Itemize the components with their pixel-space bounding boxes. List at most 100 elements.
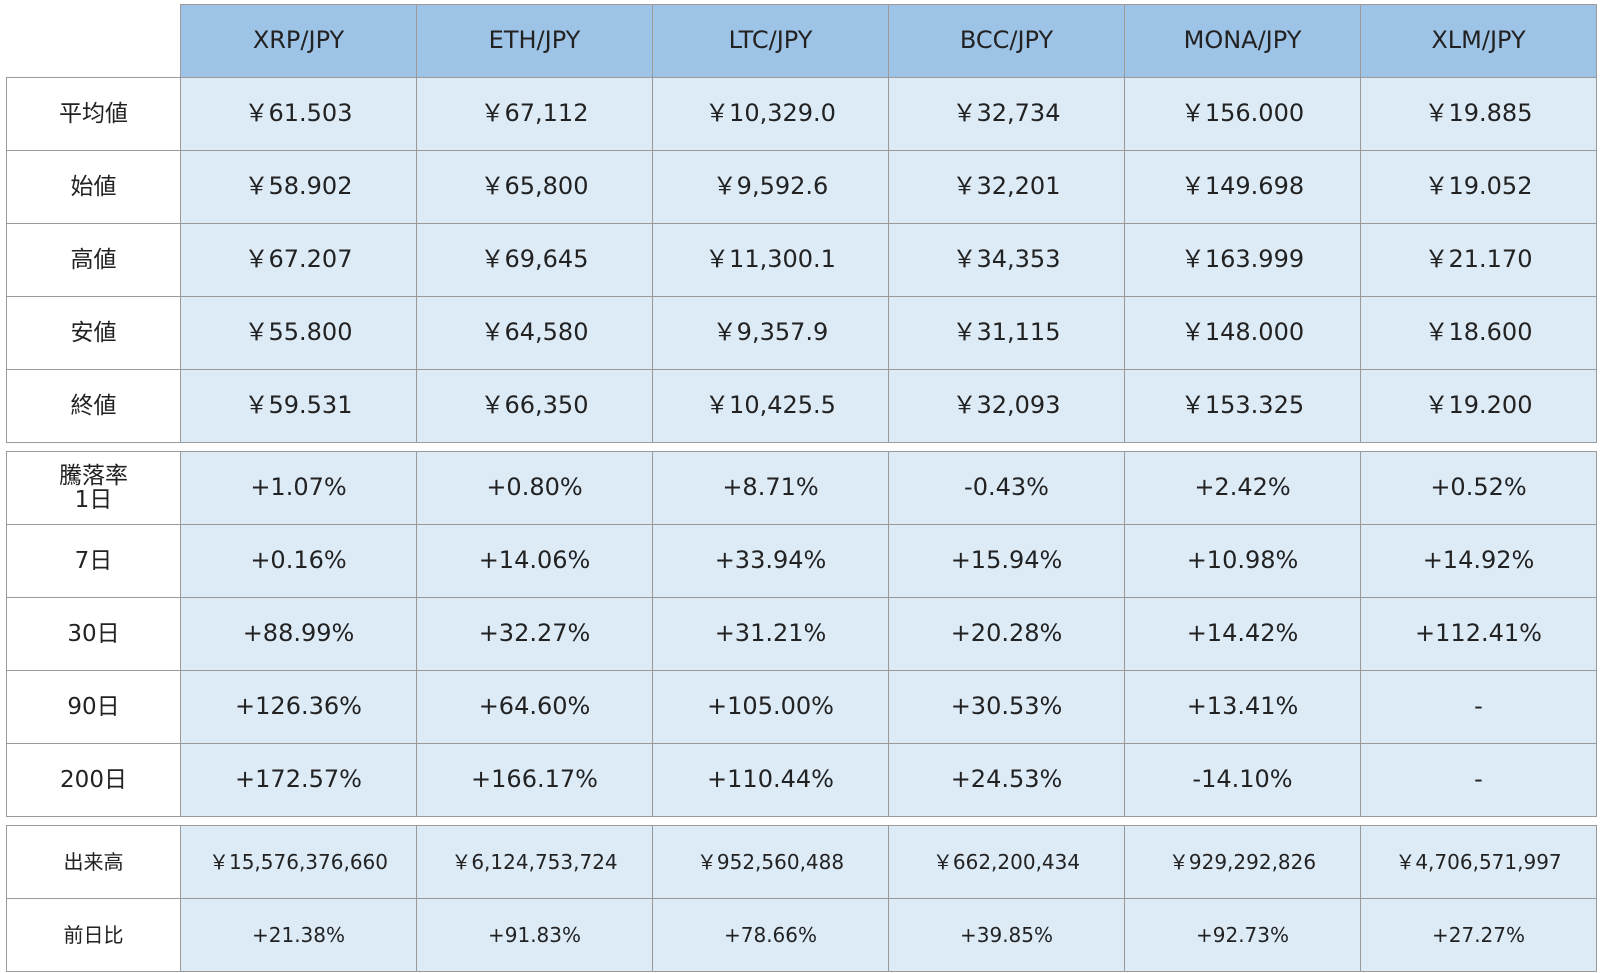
- cell-text: +15.94%: [950, 546, 1063, 575]
- cell-text: ￥929,292,826: [1168, 849, 1317, 874]
- data-cell: +172.57%: [180, 743, 417, 817]
- cell-text: ￥32,734: [952, 99, 1061, 128]
- column-header: XLM/JPY: [1360, 4, 1597, 78]
- data-cell: ￥11,300.1: [652, 223, 889, 297]
- cell-text: 高値: [70, 246, 117, 273]
- cell-text: ￥11,300.1: [705, 245, 836, 274]
- cell-text: +0.52%: [1430, 473, 1527, 502]
- cell-text: +112.41%: [1415, 619, 1542, 648]
- column-header: XRP/JPY: [180, 4, 417, 78]
- cell-text: ￥66,350: [480, 391, 589, 420]
- data-cell: +64.60%: [416, 670, 653, 744]
- cell-text: 安値: [70, 319, 117, 346]
- cell-text: ￥65,800: [480, 172, 589, 201]
- data-cell: ￥9,357.9: [652, 296, 889, 370]
- data-cell: +14.06%: [416, 524, 653, 598]
- cell-text: 30日: [67, 620, 120, 647]
- data-cell: +39.85%: [888, 898, 1125, 972]
- cell-text: ￥19.885: [1424, 99, 1533, 128]
- cell-text: +64.60%: [478, 692, 591, 721]
- data-cell: +14.42%: [1124, 597, 1361, 671]
- cell-text: +91.83%: [487, 922, 582, 947]
- cell-text: ￥149.698: [1180, 172, 1305, 201]
- data-cell: +2.42%: [1124, 451, 1361, 525]
- cell-text: MONA/JPY: [1183, 26, 1302, 55]
- cell-text: +32.27%: [478, 619, 591, 648]
- data-cell: ￥21.170: [1360, 223, 1597, 297]
- data-cell: +92.73%: [1124, 898, 1361, 972]
- column-header: ETH/JPY: [416, 4, 653, 78]
- data-cell: +10.98%: [1124, 524, 1361, 598]
- row-label: 始値: [6, 150, 181, 224]
- cell-text: ￥9,592.6: [712, 172, 829, 201]
- cell-text: XRP/JPY: [252, 26, 345, 55]
- data-cell: ￥55.800: [180, 296, 417, 370]
- cell-text: -: [1474, 692, 1483, 721]
- cell-text: ￥148.000: [1180, 318, 1305, 347]
- data-cell: ￥153.325: [1124, 369, 1361, 443]
- data-cell: +13.41%: [1124, 670, 1361, 744]
- data-cell: +105.00%: [652, 670, 889, 744]
- cell-text: ￥153.325: [1180, 391, 1305, 420]
- cell-text: ￥163.999: [1180, 245, 1305, 274]
- cell-text: ￥6,124,753,724: [451, 849, 618, 874]
- data-cell: ￥67,112: [416, 77, 653, 151]
- data-cell: +1.07%: [180, 451, 417, 525]
- data-cell: +32.27%: [416, 597, 653, 671]
- data-cell: ￥69,645: [416, 223, 653, 297]
- column-header: BCC/JPY: [888, 4, 1125, 78]
- data-cell: +31.21%: [652, 597, 889, 671]
- cell-text: 7日: [74, 547, 113, 574]
- cell-text: +78.66%: [723, 922, 818, 947]
- cell-text: ￥662,200,434: [932, 849, 1081, 874]
- cell-text: +21.38%: [251, 922, 346, 947]
- data-cell: +24.53%: [888, 743, 1125, 817]
- cell-text: +2.42%: [1194, 473, 1291, 502]
- cell-text: ETH/JPY: [488, 26, 581, 55]
- cell-text: ￥21.170: [1424, 245, 1533, 274]
- data-cell: ￥31,115: [888, 296, 1125, 370]
- data-cell: +126.36%: [180, 670, 417, 744]
- cell-text: ￥10,425.5: [705, 391, 836, 420]
- data-cell: ￥15,576,376,660: [180, 825, 417, 899]
- data-cell: ￥6,124,753,724: [416, 825, 653, 899]
- cell-text: +30.53%: [950, 692, 1063, 721]
- data-cell: ￥65,800: [416, 150, 653, 224]
- cell-text: ￥69,645: [480, 245, 589, 274]
- data-cell: +78.66%: [652, 898, 889, 972]
- data-cell: ￥32,201: [888, 150, 1125, 224]
- cell-text: +24.53%: [950, 765, 1063, 794]
- data-cell: ￥34,353: [888, 223, 1125, 297]
- data-cell: +0.16%: [180, 524, 417, 598]
- cell-text: LTC/JPY: [728, 26, 813, 55]
- cell-text: +0.16%: [250, 546, 347, 575]
- data-cell: ￥59.531: [180, 369, 417, 443]
- data-cell: ￥163.999: [1124, 223, 1361, 297]
- cell-text: 1日: [74, 487, 113, 513]
- cell-text: ￥64,580: [480, 318, 589, 347]
- cell-text: +8.71%: [722, 473, 819, 502]
- data-cell: ￥32,734: [888, 77, 1125, 151]
- data-cell: ￥32,093: [888, 369, 1125, 443]
- cell-text: +14.92%: [1422, 546, 1535, 575]
- cell-text: +31.21%: [714, 619, 827, 648]
- cell-text: +27.27%: [1431, 922, 1526, 947]
- cell-text: ￥67,112: [480, 99, 589, 128]
- data-cell: +112.41%: [1360, 597, 1597, 671]
- data-cell: +0.52%: [1360, 451, 1597, 525]
- row-label: 前日比: [6, 898, 181, 972]
- cell-text: +14.06%: [478, 546, 591, 575]
- cell-text: ￥31,115: [952, 318, 1061, 347]
- data-cell: ￥149.698: [1124, 150, 1361, 224]
- cell-text: ￥19.052: [1424, 172, 1533, 201]
- cell-text: +33.94%: [714, 546, 827, 575]
- cell-text: +1.07%: [250, 473, 347, 502]
- data-cell: ￥67.207: [180, 223, 417, 297]
- cell-text: 騰落率: [59, 462, 128, 489]
- data-cell: ￥662,200,434: [888, 825, 1125, 899]
- row-label: 騰落率 1日: [6, 451, 181, 525]
- row-label: 90日: [6, 670, 181, 744]
- data-cell: +21.38%: [180, 898, 417, 972]
- row-label: 出来高: [6, 825, 181, 899]
- data-cell: ￥4,706,571,997: [1360, 825, 1597, 899]
